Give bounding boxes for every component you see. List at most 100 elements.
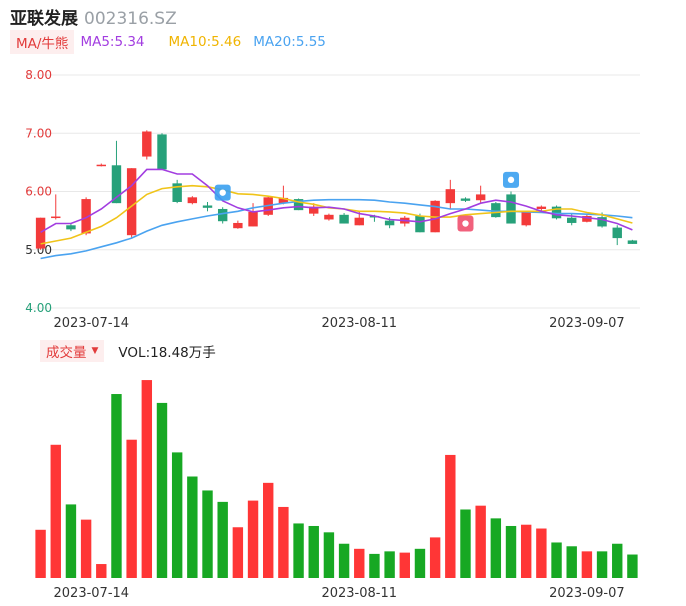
candle-body (96, 164, 106, 167)
candle-body (567, 217, 577, 223)
volume-bar (536, 528, 547, 578)
volume-bar (460, 509, 471, 578)
x-tick-label: 2023-07-14 (54, 316, 130, 331)
volume-bar (414, 548, 426, 578)
candle-body (354, 217, 364, 226)
candle-body (324, 214, 334, 220)
candle-body (35, 217, 46, 249)
candle-body (460, 198, 471, 201)
candle-body (536, 206, 547, 209)
y-tick-label: 5.00 (25, 243, 52, 257)
volume-bar (80, 519, 92, 578)
volume-bar (96, 564, 107, 578)
volume-bar (551, 542, 562, 578)
ma-selector-tag[interactable]: MA/牛熊 (10, 30, 75, 54)
candle-body (491, 203, 501, 218)
volume-bar (171, 452, 183, 578)
candle-body (126, 168, 137, 236)
y-tick-label: 7.00 (25, 126, 52, 140)
volume-bar (627, 554, 638, 578)
candle-body (233, 222, 243, 229)
candle-body (217, 208, 228, 222)
dropdown-triangle-icon: ▼ (91, 346, 99, 356)
candle-body (506, 194, 516, 224)
ma10-legend: MA10:5.46 (168, 34, 242, 50)
candle-body (627, 240, 638, 244)
stock-code: 002316.SZ (84, 9, 177, 29)
y-tick-label: 8.00 (25, 68, 52, 82)
candle-body (172, 183, 182, 202)
volume-bar (126, 439, 137, 578)
volume-x-tick-label: 2023-07-14 (54, 586, 130, 601)
candle-body (339, 214, 349, 224)
volume-bar (141, 380, 153, 578)
candle-body (551, 206, 562, 219)
candle-body (142, 131, 152, 157)
ma-legend: MA/牛熊 MA5:5.34 MA10:5.46 MA20:5.55 (10, 30, 326, 54)
volume-bar (202, 490, 213, 578)
volume-bar (308, 525, 319, 578)
stock-title: 亚联发展 002316.SZ (10, 4, 177, 29)
volume-bar (445, 454, 456, 578)
volume-bar (596, 551, 608, 578)
volume-bar (111, 394, 122, 578)
volume-bar (429, 537, 441, 578)
candle-body (415, 215, 425, 233)
volume-bar (399, 552, 410, 578)
volume-legend: 成交量 ▼ VOL:18.48万手 (40, 340, 216, 362)
volume-selector-label: 成交量 (46, 345, 87, 361)
candle-body (202, 205, 213, 208)
volume-bar (187, 476, 198, 578)
candle-body (111, 165, 122, 204)
volume-bar (293, 523, 304, 578)
volume-bar (505, 525, 517, 578)
candle-body (293, 199, 304, 211)
volume-selector[interactable]: 成交量 ▼ (40, 340, 105, 362)
volume-bar (35, 529, 46, 578)
bear-signal-icon-dot (507, 176, 515, 184)
candle-body (475, 194, 486, 201)
volume-bar (520, 524, 532, 578)
candle-body (81, 199, 91, 234)
y-tick-label: 6.00 (25, 185, 52, 199)
candle-body (157, 134, 167, 170)
volume-bar (369, 553, 380, 578)
bear-signal-icon-dot (219, 189, 226, 196)
volume-bar (65, 504, 77, 578)
candle-body (521, 211, 531, 226)
volume-bar (232, 527, 244, 578)
volume-bar (490, 518, 502, 578)
ma5-line (40, 168, 633, 233)
volume-bar (475, 505, 486, 578)
candle-body (597, 217, 607, 227)
volume-bar (612, 543, 623, 578)
volume-bar (384, 551, 395, 578)
y-tick-label: 4.00 (25, 301, 52, 315)
ma5-legend: MA5:5.34 (80, 34, 145, 50)
volume-bar (263, 482, 274, 578)
volume-bar (323, 532, 335, 578)
candle-body (187, 197, 198, 204)
candle-body (51, 216, 61, 219)
volume-bar (247, 500, 259, 578)
volume-x-tick-label: 2023-09-07 (549, 586, 625, 601)
ma20-line (40, 198, 633, 260)
candle-body (309, 206, 319, 214)
x-tick-label: 2023-09-07 (549, 316, 625, 331)
candle-body (445, 189, 456, 204)
volume-bar (156, 402, 168, 578)
volume-bar (217, 501, 228, 578)
volume-bar (354, 548, 365, 578)
ma20-legend: MA20:5.55 (253, 34, 326, 50)
volume-bar (581, 551, 593, 578)
x-tick-label: 2023-08-11 (321, 316, 397, 331)
candle-body (384, 220, 395, 226)
volume-bar (50, 444, 61, 578)
candle-body (582, 215, 592, 222)
volume-bar (278, 506, 289, 578)
candle-body (248, 211, 258, 227)
volume-value: VOL:18.48万手 (118, 345, 216, 361)
bull-signal-icon-dot (462, 220, 469, 227)
volume-bar (566, 546, 577, 578)
